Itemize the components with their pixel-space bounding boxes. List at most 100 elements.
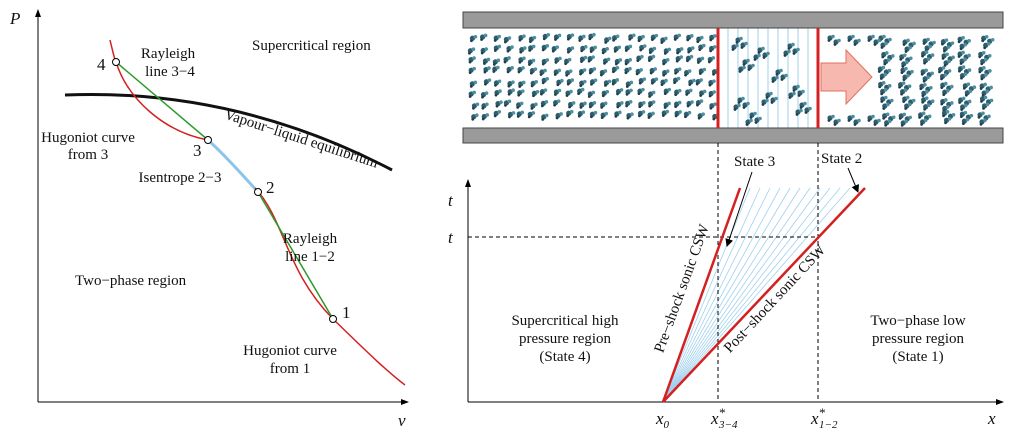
- molecule: [902, 95, 910, 103]
- molecule: [847, 34, 855, 42]
- atom: [503, 60, 507, 64]
- molecule: [600, 101, 608, 109]
- atom: [618, 58, 623, 62]
- atom: [667, 87, 672, 92]
- atom: [712, 117, 716, 121]
- atom: [567, 57, 572, 62]
- atom: [967, 99, 972, 104]
- point-label: 4: [97, 55, 106, 74]
- atom: [969, 113, 974, 118]
- atom: [881, 81, 886, 85]
- atom: [925, 89, 929, 94]
- atom: [742, 106, 746, 109]
- xt-diagram: State 3 State 2 t t x x0 x* 3−4 x* 1−2 Pre…: [448, 143, 1004, 431]
- atom: [920, 122, 924, 126]
- atom: [686, 38, 690, 42]
- atom: [887, 84, 892, 88]
- atom: [579, 84, 583, 88]
- molecule: [507, 88, 515, 96]
- atom: [480, 51, 484, 55]
- molecule: [566, 33, 575, 41]
- atom: [626, 116, 630, 120]
- atom: [648, 95, 652, 98]
- atom: [803, 101, 807, 106]
- atom: [624, 71, 628, 75]
- molecule: [697, 112, 705, 120]
- atom: [684, 73, 688, 77]
- atom: [947, 116, 952, 121]
- molecule: [648, 46, 657, 54]
- molecule: [853, 38, 861, 46]
- atom: [908, 115, 913, 120]
- curve-label: Hugoniot curve: [243, 343, 337, 359]
- molecule: [940, 38, 949, 46]
- atom: [607, 36, 612, 41]
- state-point: [204, 136, 212, 144]
- atom: [962, 86, 966, 90]
- atom: [485, 113, 490, 117]
- molecule: [980, 73, 988, 81]
- atom: [907, 84, 912, 88]
- atom: [577, 92, 581, 96]
- atom: [753, 58, 757, 61]
- molecule: [578, 68, 587, 76]
- atom: [833, 123, 837, 126]
- molecule: [904, 45, 912, 53]
- atom: [592, 67, 597, 71]
- molecule: [662, 58, 670, 66]
- molecule: [939, 73, 948, 81]
- atom: [483, 33, 488, 38]
- atom: [648, 51, 652, 54]
- molecule: [578, 34, 586, 42]
- atom: [654, 77, 659, 81]
- molecule: [979, 82, 987, 90]
- atom: [891, 115, 896, 120]
- atom: [887, 68, 892, 73]
- atom: [614, 62, 618, 66]
- atom: [638, 105, 642, 109]
- molecule: [468, 90, 476, 98]
- atom: [882, 116, 886, 120]
- molecule: [792, 47, 800, 55]
- molecule: [541, 113, 549, 121]
- atom: [604, 111, 609, 116]
- atom: [765, 96, 769, 99]
- molecule: [731, 43, 739, 51]
- molecule: [699, 89, 707, 97]
- atom: [701, 43, 706, 48]
- atom: [902, 43, 906, 46]
- atom: [639, 68, 643, 72]
- atom: [977, 115, 981, 119]
- atom: [926, 103, 931, 108]
- atom: [980, 99, 983, 103]
- atom: [923, 118, 928, 123]
- molecule: [877, 65, 886, 73]
- atom: [484, 82, 487, 86]
- atom: [900, 92, 904, 96]
- molecule: [517, 66, 525, 74]
- atom: [535, 89, 540, 94]
- molecule: [708, 90, 716, 98]
- atom: [696, 61, 700, 64]
- molecule: [943, 59, 951, 67]
- atom: [687, 110, 692, 115]
- atom: [702, 89, 707, 94]
- atom: [648, 104, 652, 108]
- atom: [985, 89, 989, 94]
- atom: [857, 118, 861, 123]
- atom: [553, 103, 557, 107]
- atom: [731, 48, 735, 51]
- molecule: [674, 110, 682, 118]
- molecule: [566, 109, 574, 118]
- molecule: [688, 78, 696, 86]
- molecule: [625, 80, 634, 88]
- molecule: [788, 91, 796, 99]
- axis-label: t: [448, 191, 454, 210]
- atom: [928, 44, 932, 49]
- atom: [757, 51, 761, 54]
- molecule: [683, 110, 692, 119]
- molecule: [902, 73, 910, 82]
- molecule: [919, 82, 927, 91]
- atom: [533, 67, 538, 71]
- atom: [677, 88, 682, 93]
